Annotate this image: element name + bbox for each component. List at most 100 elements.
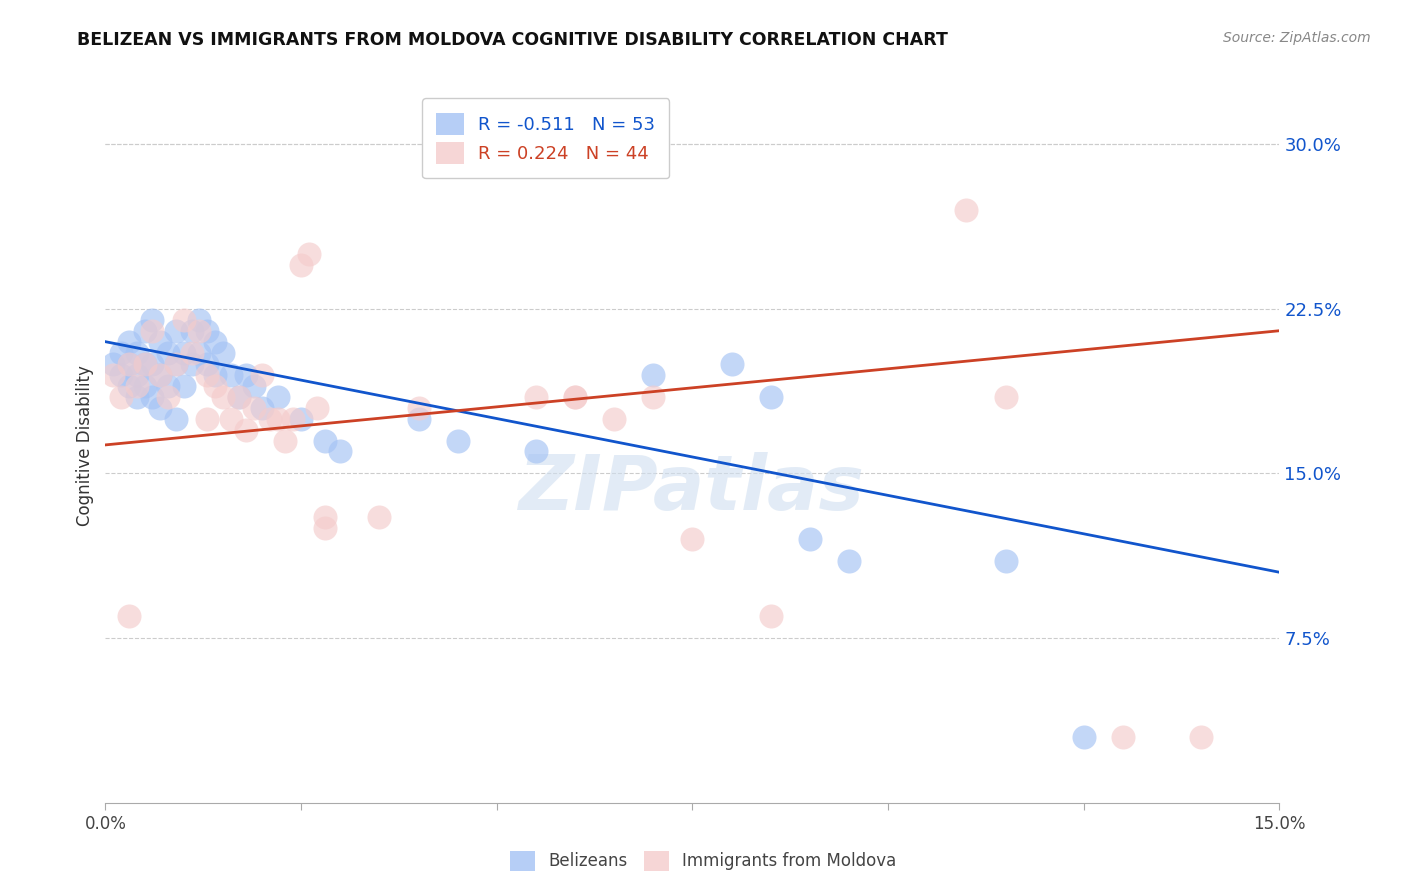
Point	[524, 390, 547, 404]
Point	[994, 390, 1017, 404]
Point	[173, 312, 195, 326]
Point	[188, 312, 211, 326]
Point	[314, 510, 336, 524]
Point	[125, 390, 148, 404]
Point	[266, 390, 288, 404]
Point	[165, 324, 187, 338]
Point	[118, 334, 141, 349]
Point	[110, 368, 132, 382]
Point	[180, 357, 202, 371]
Point	[955, 202, 977, 217]
Point	[211, 345, 233, 359]
Point	[134, 378, 156, 392]
Point	[290, 411, 312, 425]
Point	[173, 345, 195, 359]
Point	[266, 411, 288, 425]
Point	[298, 247, 321, 261]
Point	[149, 368, 172, 382]
Point	[314, 521, 336, 535]
Point	[188, 345, 211, 359]
Point	[173, 378, 195, 392]
Point	[250, 368, 273, 382]
Point	[219, 368, 242, 382]
Legend: R = -0.511   N = 53, R = 0.224   N = 44: R = -0.511 N = 53, R = 0.224 N = 44	[422, 98, 669, 178]
Point	[564, 390, 586, 404]
Point	[243, 401, 266, 415]
Point	[211, 390, 233, 404]
Point	[250, 401, 273, 415]
Point	[110, 390, 132, 404]
Text: ZIPatlas: ZIPatlas	[519, 452, 866, 525]
Point	[643, 390, 665, 404]
Point	[329, 444, 352, 458]
Point	[195, 411, 218, 425]
Point	[314, 434, 336, 448]
Point	[368, 510, 391, 524]
Point	[235, 368, 257, 382]
Point	[290, 258, 312, 272]
Point	[799, 533, 821, 547]
Point	[141, 357, 163, 371]
Point	[180, 345, 202, 359]
Legend: Belizeans, Immigrants from Moldova: Belizeans, Immigrants from Moldova	[502, 842, 904, 880]
Point	[643, 368, 665, 382]
Point	[195, 368, 218, 382]
Y-axis label: Cognitive Disability: Cognitive Disability	[76, 366, 94, 526]
Point	[204, 368, 226, 382]
Point	[134, 357, 156, 371]
Point	[165, 357, 187, 371]
Point	[195, 357, 218, 371]
Point	[243, 378, 266, 392]
Point	[149, 334, 172, 349]
Point	[165, 411, 187, 425]
Point	[408, 411, 430, 425]
Point	[195, 324, 218, 338]
Point	[994, 554, 1017, 568]
Point	[141, 390, 163, 404]
Point	[1112, 730, 1135, 744]
Point	[149, 401, 172, 415]
Point	[204, 378, 226, 392]
Point	[603, 411, 626, 425]
Point	[1189, 730, 1212, 744]
Point	[165, 357, 187, 371]
Text: Source: ZipAtlas.com: Source: ZipAtlas.com	[1223, 31, 1371, 45]
Point	[118, 357, 141, 371]
Point	[228, 390, 250, 404]
Point	[134, 324, 156, 338]
Point	[118, 609, 141, 624]
Point	[305, 401, 328, 415]
Point	[103, 357, 125, 371]
Point	[134, 357, 156, 371]
Point	[524, 444, 547, 458]
Point	[180, 324, 202, 338]
Point	[228, 390, 250, 404]
Point	[259, 411, 281, 425]
Point	[274, 434, 297, 448]
Point	[125, 345, 148, 359]
Point	[681, 533, 703, 547]
Point	[204, 334, 226, 349]
Text: BELIZEAN VS IMMIGRANTS FROM MOLDOVA COGNITIVE DISABILITY CORRELATION CHART: BELIZEAN VS IMMIGRANTS FROM MOLDOVA COGN…	[77, 31, 948, 49]
Point	[235, 423, 257, 437]
Point	[759, 390, 782, 404]
Point	[110, 345, 132, 359]
Point	[125, 368, 148, 382]
Point	[118, 378, 141, 392]
Point	[188, 324, 211, 338]
Point	[157, 378, 180, 392]
Point	[141, 312, 163, 326]
Point	[564, 390, 586, 404]
Point	[408, 401, 430, 415]
Point	[157, 390, 180, 404]
Point	[149, 368, 172, 382]
Point	[157, 345, 180, 359]
Point	[141, 324, 163, 338]
Point	[125, 378, 148, 392]
Point	[118, 357, 141, 371]
Point	[1073, 730, 1095, 744]
Point	[838, 554, 860, 568]
Point	[720, 357, 742, 371]
Point	[219, 411, 242, 425]
Point	[283, 411, 305, 425]
